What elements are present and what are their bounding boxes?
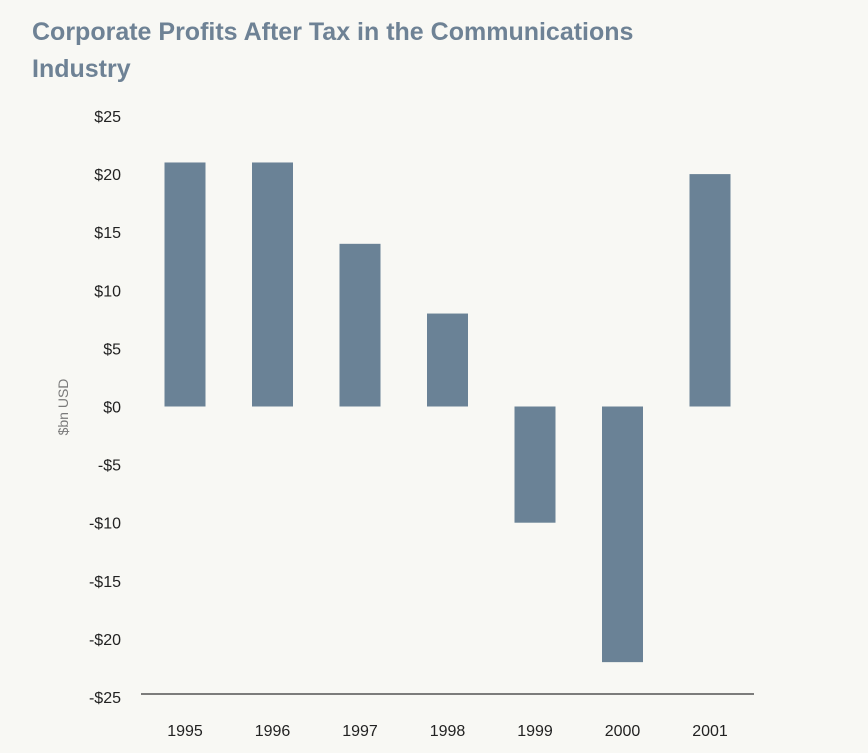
bar-2001 bbox=[689, 174, 731, 407]
x-tick-label: 1996 bbox=[255, 723, 291, 740]
y-tick-label: $15 bbox=[94, 225, 121, 242]
y-tick-label: -$5 bbox=[98, 458, 121, 475]
x-axis-ticks: 1995 1996 1997 1998 1999 2000 2001 bbox=[167, 723, 728, 740]
x-tick-label: 1998 bbox=[430, 723, 466, 740]
bar-1998 bbox=[427, 313, 468, 407]
bar-1997 bbox=[339, 243, 381, 407]
x-tick-label: 1997 bbox=[342, 723, 378, 740]
chart-title: Corporate Profits After Tax in the Commu… bbox=[32, 18, 634, 83]
y-tick-label: $5 bbox=[103, 341, 121, 358]
y-tick-label: $20 bbox=[94, 167, 121, 184]
y-tick-label: $10 bbox=[94, 283, 121, 300]
x-tick-label: 1999 bbox=[517, 723, 553, 740]
x-tick-label: 1995 bbox=[167, 723, 203, 740]
y-axis-title: $bn USD bbox=[55, 379, 71, 436]
bars bbox=[164, 162, 731, 663]
bar-2000 bbox=[602, 406, 643, 663]
x-tick-label: 2000 bbox=[605, 723, 641, 740]
y-axis-ticks: $25 $20 $15 $10 $5 $0 -$5 -$10 -$15 -$20 -$25 bbox=[89, 109, 121, 707]
bar-1995 bbox=[164, 162, 206, 407]
y-tick-label: -$15 bbox=[89, 574, 121, 591]
x-tick-label: 2001 bbox=[692, 723, 728, 740]
bar-1999 bbox=[514, 406, 556, 523]
y-tick-label: -$10 bbox=[89, 516, 121, 533]
y-tick-label: -$25 bbox=[89, 690, 121, 707]
y-tick-label: -$20 bbox=[89, 632, 121, 649]
bar-1996 bbox=[252, 162, 293, 407]
y-tick-label: $0 bbox=[103, 400, 121, 417]
y-tick-label: $25 bbox=[94, 109, 121, 126]
